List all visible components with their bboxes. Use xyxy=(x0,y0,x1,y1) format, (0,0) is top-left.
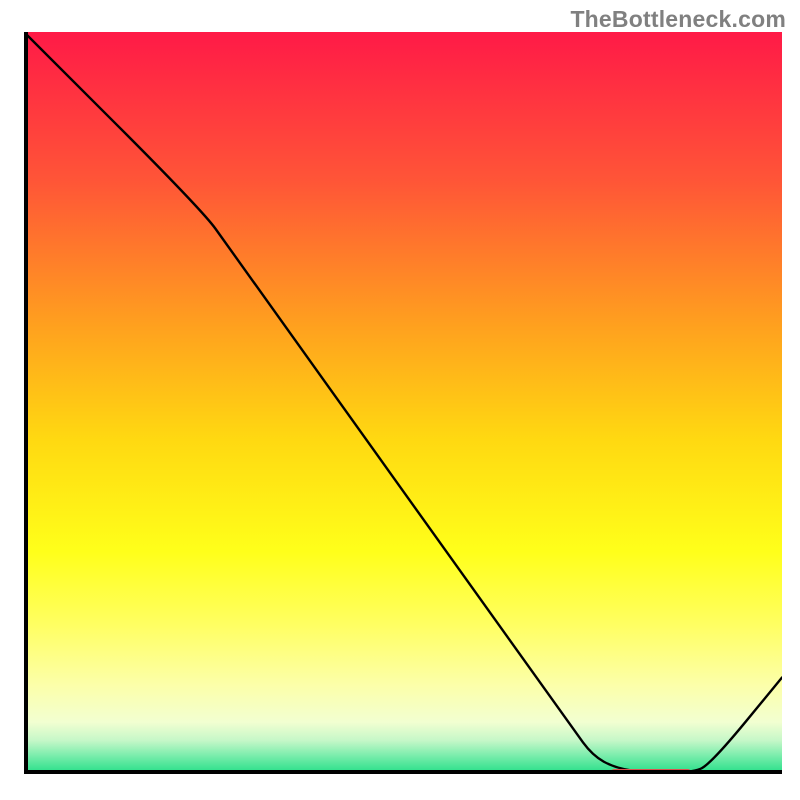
watermark-text: TheBottleneck.com xyxy=(570,6,786,33)
y-axis xyxy=(24,32,28,774)
bottleneck-curve xyxy=(24,32,782,773)
chart-svg xyxy=(24,32,782,774)
x-axis xyxy=(24,770,782,774)
plot-area xyxy=(24,32,782,774)
